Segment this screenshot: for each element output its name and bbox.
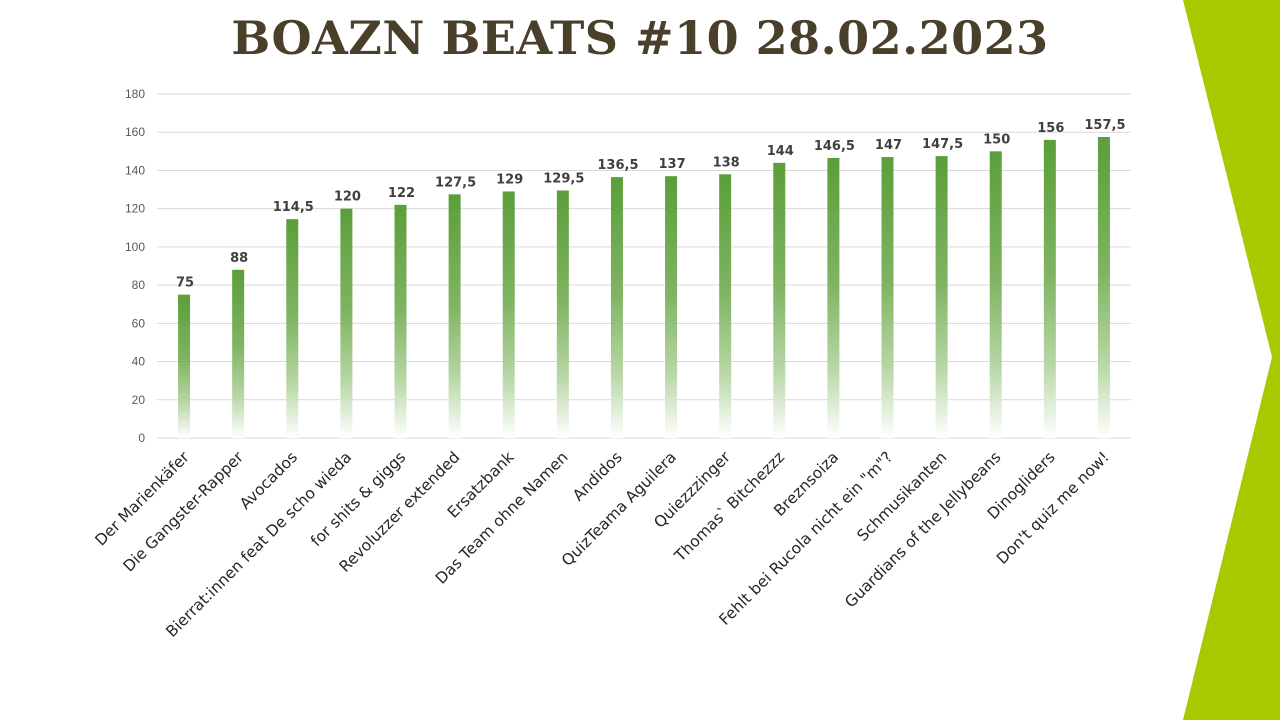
data-label: 137 bbox=[658, 157, 685, 172]
bar bbox=[448, 194, 461, 438]
bars bbox=[178, 137, 1110, 439]
y-tick-label: 100 bbox=[125, 240, 145, 254]
data-label: 114,5 bbox=[273, 200, 314, 215]
bar bbox=[340, 208, 353, 438]
y-tick-label: 60 bbox=[132, 316, 146, 330]
bar bbox=[827, 158, 840, 438]
bar bbox=[502, 191, 515, 438]
y-axis-ticks: 0 20 40 60 80 100 120 140 160 180 bbox=[125, 87, 145, 445]
gridlines bbox=[157, 93, 1131, 439]
data-label: 129,5 bbox=[543, 172, 584, 187]
data-label: 88 bbox=[230, 251, 248, 266]
bar bbox=[989, 151, 1002, 439]
data-label: 147,5 bbox=[922, 137, 963, 152]
data-label: 120 bbox=[334, 190, 361, 205]
bar bbox=[1043, 139, 1056, 438]
bar bbox=[773, 162, 786, 439]
bar bbox=[286, 219, 299, 438]
data-label: 129 bbox=[496, 172, 523, 187]
bar bbox=[178, 294, 191, 438]
y-tick-label: 40 bbox=[132, 355, 146, 369]
category-label: for shits & giggs bbox=[307, 448, 409, 550]
bar bbox=[556, 190, 569, 438]
y-tick-label: 20 bbox=[132, 393, 146, 407]
data-label: 136,5 bbox=[597, 158, 638, 173]
bar bbox=[394, 204, 407, 438]
y-tick-label: 140 bbox=[125, 163, 145, 177]
bar bbox=[881, 157, 894, 439]
y-tick-label: 160 bbox=[125, 125, 145, 139]
data-label: 127,5 bbox=[435, 175, 476, 190]
data-label: 75 bbox=[176, 276, 194, 291]
data-label: 122 bbox=[388, 186, 415, 201]
bar bbox=[719, 174, 732, 438]
data-label: 146,5 bbox=[814, 139, 855, 154]
data-label: 156 bbox=[1037, 121, 1064, 136]
bar bbox=[665, 176, 678, 438]
bar bbox=[935, 156, 948, 438]
data-label: 138 bbox=[713, 155, 740, 170]
data-label: 150 bbox=[983, 132, 1010, 147]
y-tick-label: 0 bbox=[138, 431, 145, 445]
bar bbox=[610, 177, 623, 438]
y-tick-label: 180 bbox=[125, 87, 145, 101]
y-tick-label: 80 bbox=[132, 278, 146, 292]
category-label: Andidos bbox=[569, 448, 626, 505]
slide-title: BOAZN BEATS #10 28.02.2023 bbox=[231, 11, 1049, 65]
category-label: Der Marienkäfer bbox=[92, 448, 194, 550]
bar bbox=[232, 269, 245, 438]
data-label: 147 bbox=[875, 138, 902, 153]
data-labels: 75 88 114,5 120 122 127,5 129 129,5 136,5 137 138 1… bbox=[176, 118, 1125, 291]
bar bbox=[1097, 137, 1110, 438]
data-label: 157,5 bbox=[1084, 118, 1125, 133]
y-tick-label: 120 bbox=[125, 202, 145, 216]
data-label: 144 bbox=[767, 144, 794, 159]
